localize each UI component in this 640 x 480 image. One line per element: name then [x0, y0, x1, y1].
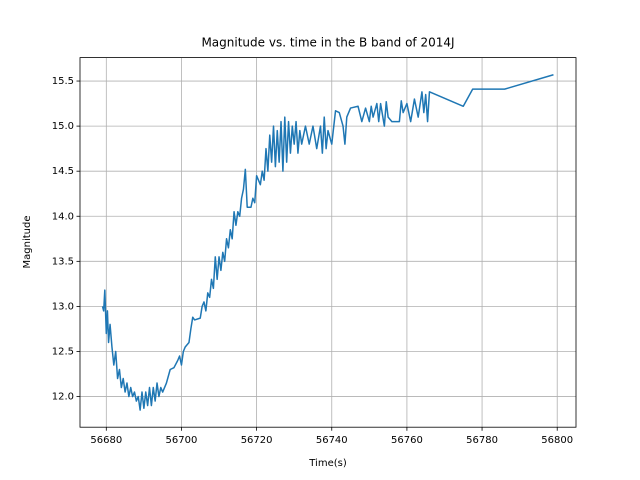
x-axis-label: Time(s): [308, 458, 347, 469]
y-tick-label: 15.0: [52, 121, 74, 132]
x-tick-label: 56720: [241, 435, 273, 446]
y-tick-label: 13.0: [52, 301, 74, 312]
y-tick-label: 15.5: [52, 76, 74, 87]
y-tick-label: 14.0: [52, 211, 74, 222]
x-tick-label: 56780: [466, 435, 498, 446]
plot-frame: [79, 57, 577, 428]
y-tick-label: 12.0: [52, 392, 74, 403]
y-tick-label: 14.5: [52, 166, 74, 177]
y-axis-label: Magnitude: [22, 216, 33, 269]
y-tick-label: 12.5: [52, 346, 74, 357]
x-tick-label: 56740: [316, 435, 348, 446]
x-tick-label: 56760: [391, 435, 423, 446]
data-line: [101, 74, 554, 411]
chart-title: Magnitude vs. time in the B band of 2014…: [201, 36, 454, 50]
y-tick-label: 13.5: [52, 256, 74, 267]
x-tick-label: 56800: [541, 435, 573, 446]
x-tick-label: 56700: [166, 435, 198, 446]
x-tick-label: 56680: [90, 435, 122, 446]
